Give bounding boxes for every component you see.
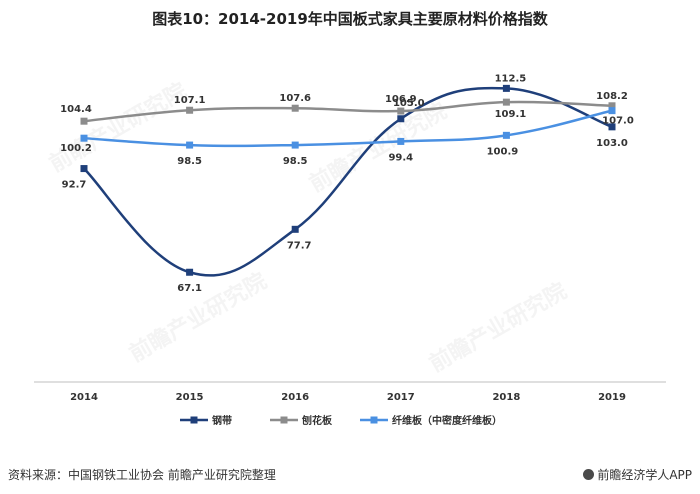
data-label: 107.1 [174, 95, 206, 106]
chart-title: 图表10：2014-2019年中国板式家具主要原材料价格指数 [152, 10, 548, 28]
data-labels: 92.7 67.1 77.7 105.0 112.5 103.0 104.4 107.1 107… [60, 73, 634, 294]
legend-label: 刨花板 [301, 414, 333, 427]
brand-logo-icon [583, 469, 595, 480]
data-label: 104.4 [60, 104, 92, 115]
data-point-marker [291, 225, 299, 233]
data-point-marker [608, 102, 616, 110]
data-label: 67.1 [177, 283, 202, 294]
data-label: 77.7 [287, 240, 312, 251]
data-point-marker [291, 104, 299, 112]
data-label: 112.5 [495, 73, 527, 84]
legend-marker [370, 416, 378, 424]
data-point-marker [80, 165, 88, 173]
series-line [83, 86, 613, 277]
legend-marker [280, 416, 288, 424]
x-tick-label: 2018 [492, 392, 520, 403]
series-lines [80, 84, 616, 277]
data-point-marker [186, 268, 194, 276]
data-point-marker [397, 107, 405, 115]
x-tick-label: 2014 [70, 392, 98, 403]
legend-label: 纤维板（中密度纤维板） [392, 414, 502, 427]
series-line [83, 100, 613, 123]
data-point-marker [186, 141, 194, 149]
data-point-marker [502, 98, 510, 106]
data-point-marker [80, 134, 88, 142]
brand-name: 前瞻经济学人APP [597, 468, 692, 482]
data-label: 105.0 [393, 98, 425, 109]
data-label: 92.7 [62, 180, 87, 191]
x-tick-label: 2017 [387, 392, 415, 403]
x-tick-labels: 2014 2015 2016 2017 2018 2019 [70, 392, 626, 403]
data-label: 108.2 [596, 91, 628, 102]
data-point-marker [80, 117, 88, 125]
data-point-marker [502, 84, 510, 92]
data-point-marker [502, 131, 510, 139]
data-point-marker [608, 123, 616, 131]
brand-footer: 前瞻经济学人APP [583, 466, 692, 483]
data-label: 109.1 [495, 109, 527, 120]
line-chart: 92.7 67.1 77.7 105.0 112.5 103.0 104.4 107.1 107… [34, 73, 666, 427]
data-point-marker [397, 137, 405, 145]
x-tick-label: 2019 [598, 392, 626, 403]
data-label: 98.5 [283, 156, 308, 167]
x-tick-label: 2016 [281, 392, 309, 403]
series-line [83, 109, 613, 148]
data-label: 100.9 [487, 146, 519, 157]
data-label: 98.5 [177, 156, 202, 167]
data-point-marker [186, 106, 194, 114]
source-note: 资料来源：中国钢铁工业协会 前瞻产业研究院整理 [8, 468, 276, 482]
data-label: 107.6 [279, 93, 311, 104]
data-point-marker [291, 141, 299, 149]
legend-label: 钢带 [212, 414, 232, 427]
data-label: 106.9 [385, 94, 417, 105]
legend: 钢带 刨花板 纤维板（中密度纤维板） [180, 414, 502, 427]
legend-marker [190, 416, 198, 424]
data-point-marker [608, 107, 616, 115]
data-label: 99.4 [388, 152, 413, 163]
x-tick-label: 2015 [176, 392, 204, 403]
data-label: 103.0 [596, 138, 628, 149]
data-point-marker [397, 115, 405, 123]
data-label: 107.0 [602, 116, 634, 127]
data-label: 100.2 [60, 143, 92, 154]
